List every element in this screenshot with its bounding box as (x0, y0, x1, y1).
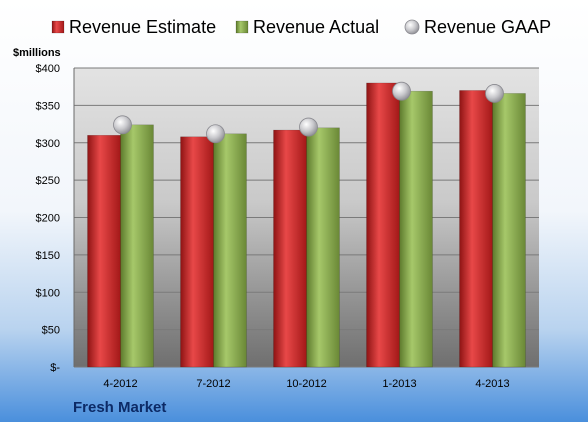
x-tick-label: 4-2012 (103, 378, 137, 390)
y-tick-label: $50 (42, 325, 60, 337)
marker-revenue-gaap (206, 124, 225, 144)
bar-revenue-actual (306, 127, 340, 368)
bar-revenue-actual (213, 133, 247, 368)
y-tick-label: $250 (36, 175, 60, 187)
y-tick-label: $300 (36, 138, 60, 150)
company-name: Fresh Market (73, 399, 166, 416)
y-tick-label: $- (50, 362, 60, 374)
y-axis: $- $50 $100 $150 $200 $250 $300 $350 $400 (36, 63, 75, 374)
bar-revenue-actual (399, 90, 433, 368)
bar-revenue-estimate (273, 129, 307, 368)
y-tick-label: $350 (36, 100, 60, 112)
marker-revenue-gaap (113, 115, 132, 135)
x-tick-label: 4-2013 (475, 378, 509, 390)
legend-swatch (235, 20, 249, 34)
legend-swatch (51, 20, 65, 34)
legend-label: Revenue GAAP (424, 17, 551, 37)
bar-revenue-estimate (87, 135, 121, 368)
bar-revenue-actual (492, 93, 526, 368)
x-tick-label: 10-2012 (286, 378, 326, 390)
bar-revenue-estimate (459, 90, 493, 368)
bar-revenue-actual (120, 124, 154, 368)
bar-revenue-estimate (180, 136, 214, 368)
marker-revenue-gaap (485, 84, 504, 103)
bar-revenue-estimate (366, 82, 400, 368)
legend-label: Revenue Estimate (69, 17, 216, 37)
x-axis: 4-2012 7-2012 10-2012 1-2013 4-2013 (103, 378, 509, 390)
legend-label: Revenue Actual (253, 17, 379, 37)
y-tick-label: $150 (36, 250, 60, 262)
marker-revenue-gaap (299, 117, 318, 137)
unit-label: $millions (13, 47, 61, 59)
bars (87, 82, 526, 368)
x-tick-label: 1-2013 (382, 378, 416, 390)
y-tick-label: $100 (36, 287, 60, 299)
y-tick-label: $200 (36, 213, 60, 225)
y-tick-label: $400 (36, 63, 60, 75)
x-tick-label: 7-2012 (196, 378, 230, 390)
legend-swatch (404, 19, 420, 35)
marker-revenue-gaap (392, 81, 411, 101)
gaap-markers (113, 81, 504, 144)
legend: Revenue Estimate Revenue Actual Revenue GA… (51, 17, 551, 37)
